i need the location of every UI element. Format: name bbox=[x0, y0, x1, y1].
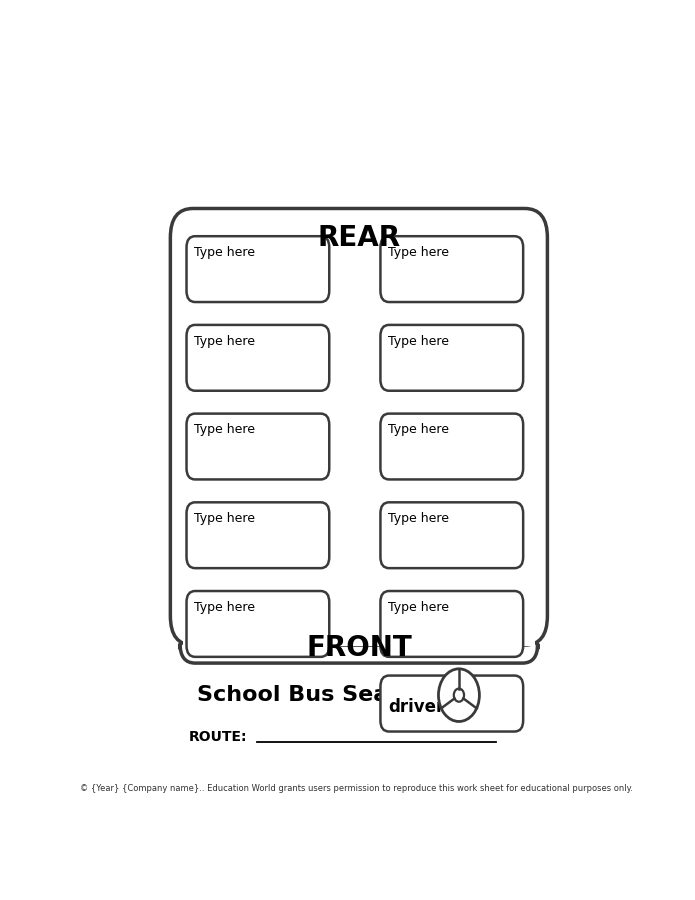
FancyBboxPatch shape bbox=[186, 591, 329, 657]
Text: REAR: REAR bbox=[318, 223, 400, 252]
FancyBboxPatch shape bbox=[380, 591, 523, 657]
FancyBboxPatch shape bbox=[380, 236, 523, 302]
FancyBboxPatch shape bbox=[380, 414, 523, 480]
Text: Type here: Type here bbox=[194, 335, 255, 347]
Text: ROUTE:: ROUTE: bbox=[189, 730, 247, 744]
Text: Type here: Type here bbox=[194, 246, 255, 259]
Text: Type here: Type here bbox=[388, 335, 449, 347]
FancyBboxPatch shape bbox=[380, 676, 523, 732]
Text: FRONT: FRONT bbox=[306, 634, 411, 662]
FancyBboxPatch shape bbox=[186, 502, 329, 568]
Circle shape bbox=[439, 669, 480, 722]
FancyBboxPatch shape bbox=[183, 628, 535, 646]
FancyBboxPatch shape bbox=[380, 502, 523, 568]
Text: Type here: Type here bbox=[388, 600, 449, 614]
Text: driver: driver bbox=[388, 698, 444, 716]
Text: Type here: Type here bbox=[388, 246, 449, 259]
FancyBboxPatch shape bbox=[186, 236, 329, 302]
FancyBboxPatch shape bbox=[180, 630, 538, 663]
Text: Type here: Type here bbox=[388, 512, 449, 525]
Text: Type here: Type here bbox=[194, 512, 255, 525]
Text: Type here: Type here bbox=[388, 423, 449, 436]
FancyBboxPatch shape bbox=[186, 414, 329, 480]
Circle shape bbox=[454, 688, 464, 702]
Text: Type here: Type here bbox=[194, 423, 255, 436]
FancyBboxPatch shape bbox=[186, 325, 329, 391]
FancyBboxPatch shape bbox=[380, 325, 523, 391]
Text: Type here: Type here bbox=[194, 600, 255, 614]
Text: © {Year} {Company name}.. Education World grants users permission to reproduce t: © {Year} {Company name}.. Education Worl… bbox=[80, 784, 632, 793]
Text: School Bus Seating Chart: School Bus Seating Chart bbox=[197, 685, 515, 706]
FancyBboxPatch shape bbox=[170, 209, 548, 645]
